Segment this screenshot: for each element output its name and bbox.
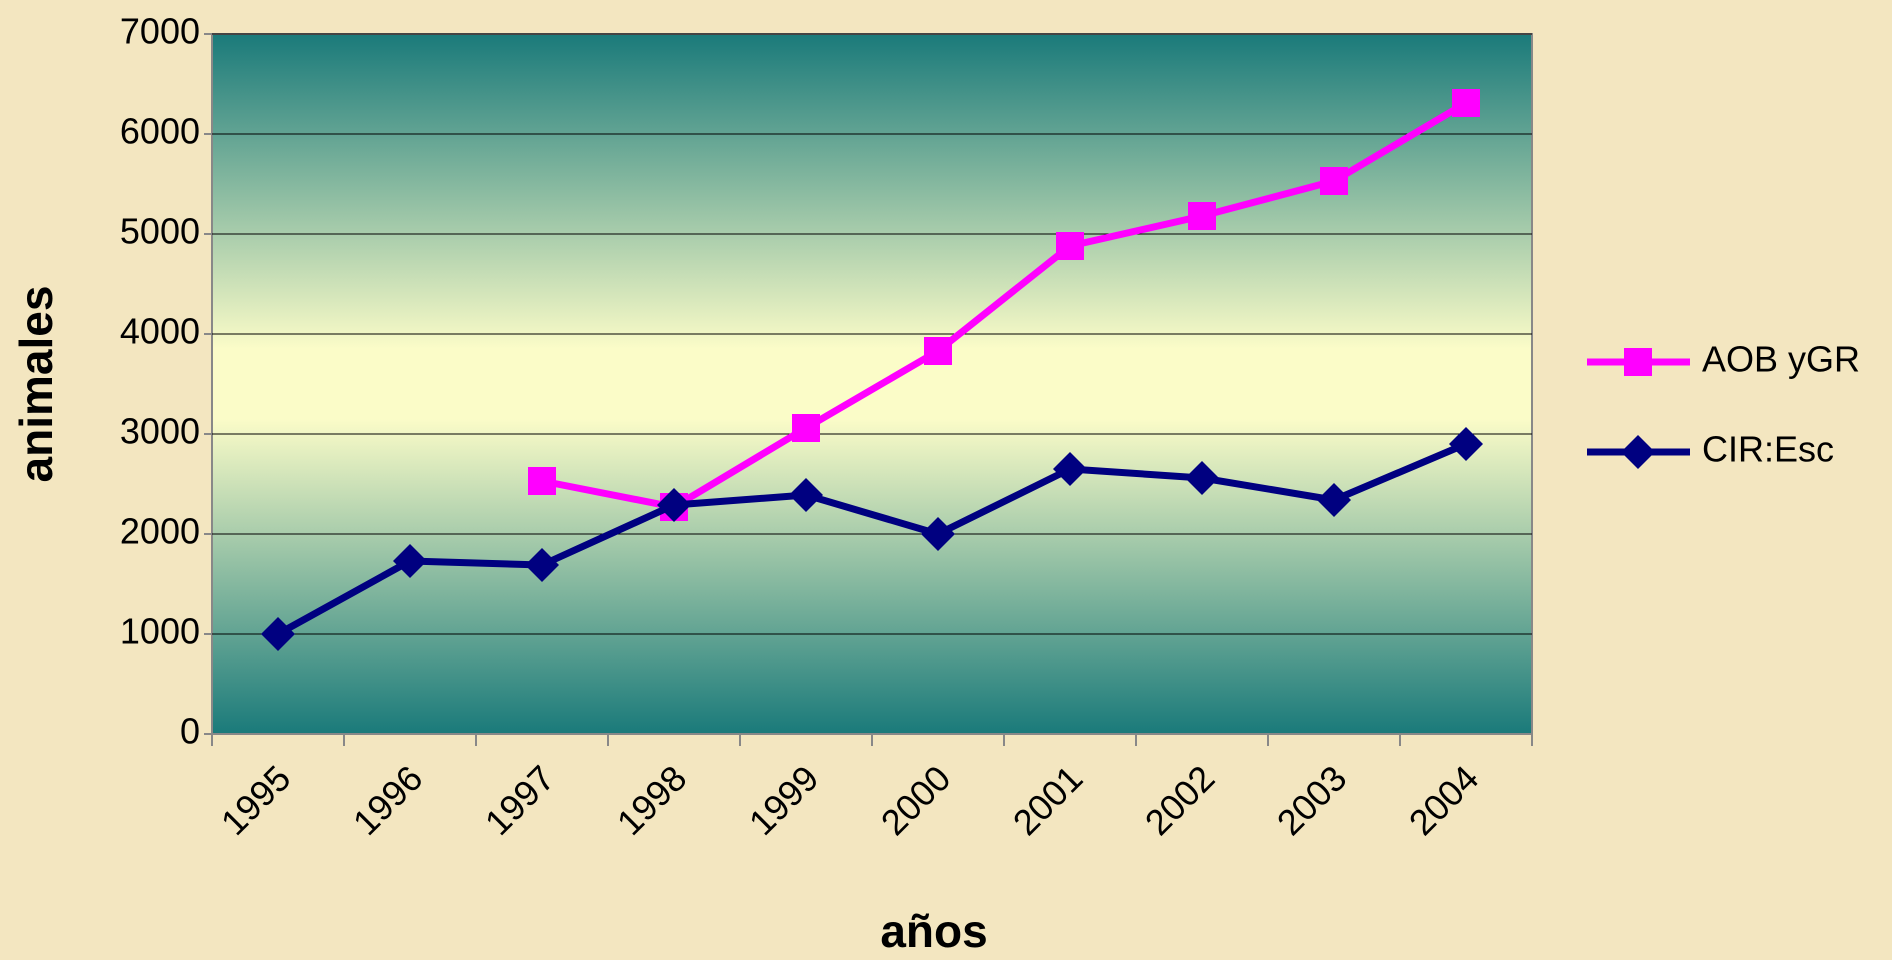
x-tick-label: 1996 bbox=[345, 757, 431, 843]
series-line bbox=[541, 99, 1468, 511]
y-tick-label: 5000 bbox=[120, 211, 200, 252]
y-tick-label: 4000 bbox=[120, 311, 200, 352]
data-point bbox=[1056, 232, 1084, 260]
data-point bbox=[792, 414, 820, 442]
data-point bbox=[1053, 452, 1087, 486]
data-point bbox=[261, 617, 295, 651]
data-point bbox=[1188, 202, 1216, 230]
data-point bbox=[528, 467, 556, 495]
x-tick-label: 2001 bbox=[1005, 757, 1091, 843]
data-point bbox=[525, 548, 559, 582]
legend-marker bbox=[1624, 348, 1652, 376]
y-tick-label: 3000 bbox=[120, 411, 200, 452]
data-point bbox=[393, 544, 427, 578]
x-tick-label: 2004 bbox=[1401, 757, 1487, 843]
data-point bbox=[657, 488, 691, 522]
y-tick-label: 6000 bbox=[120, 111, 200, 152]
y-tick-label: 7000 bbox=[120, 11, 200, 52]
x-axis-title: años bbox=[880, 905, 987, 957]
x-tick-label: 1995 bbox=[213, 757, 299, 843]
x-tick-label: 1997 bbox=[477, 757, 563, 843]
x-tick-label: 2002 bbox=[1137, 757, 1223, 843]
x-tick-label: 1999 bbox=[741, 757, 827, 843]
plot-area bbox=[211, 33, 1533, 735]
y-axis-title: animales bbox=[10, 286, 62, 483]
series-line bbox=[276, 440, 1468, 638]
data-point bbox=[1185, 461, 1219, 495]
x-tick-label: 2003 bbox=[1269, 757, 1355, 843]
data-point bbox=[1449, 427, 1483, 461]
y-tick-label: 1000 bbox=[120, 611, 200, 652]
data-point bbox=[1320, 167, 1348, 195]
data-point bbox=[1317, 483, 1351, 517]
y-tick-label: 0 bbox=[180, 711, 200, 752]
x-tick-label: 1998 bbox=[609, 757, 695, 843]
legend-label: CIR:Esc bbox=[1702, 429, 1834, 470]
data-point bbox=[921, 517, 955, 551]
data-point bbox=[1452, 89, 1480, 117]
legend-marker bbox=[1621, 435, 1655, 469]
x-tick-label: 2000 bbox=[873, 757, 959, 843]
y-tick-label: 2000 bbox=[120, 511, 200, 552]
legend-label: AOB yGR bbox=[1702, 339, 1860, 380]
data-point bbox=[789, 478, 823, 512]
data-point bbox=[924, 337, 952, 365]
